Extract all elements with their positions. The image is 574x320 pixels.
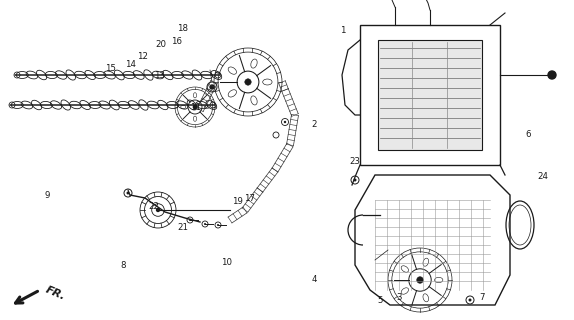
Text: 18: 18	[177, 24, 188, 33]
Text: 4: 4	[312, 276, 317, 284]
Text: 16: 16	[171, 37, 183, 46]
Text: 9: 9	[44, 191, 50, 200]
Text: 1: 1	[340, 26, 346, 35]
Circle shape	[189, 219, 191, 221]
Text: 21: 21	[177, 223, 188, 232]
Circle shape	[217, 224, 219, 226]
Text: 14: 14	[125, 60, 137, 68]
Text: 15: 15	[105, 64, 117, 73]
Circle shape	[204, 223, 206, 225]
Text: 3: 3	[396, 293, 402, 302]
Circle shape	[126, 191, 130, 195]
FancyBboxPatch shape	[378, 40, 482, 150]
Text: 11: 11	[189, 103, 201, 112]
Circle shape	[193, 105, 197, 109]
Circle shape	[548, 71, 556, 79]
Circle shape	[210, 85, 214, 89]
Text: 12: 12	[137, 52, 148, 60]
Text: 10: 10	[221, 258, 232, 267]
Text: FR.: FR.	[44, 284, 67, 302]
Circle shape	[284, 121, 286, 123]
Circle shape	[245, 79, 251, 85]
Text: 6: 6	[525, 130, 531, 139]
Text: 24: 24	[537, 172, 548, 180]
Text: 7: 7	[479, 293, 485, 302]
Text: 2: 2	[312, 120, 317, 129]
Text: 22: 22	[148, 202, 160, 211]
Text: 13: 13	[154, 71, 165, 80]
Circle shape	[417, 276, 424, 284]
Circle shape	[468, 299, 471, 301]
Text: 19: 19	[232, 197, 243, 206]
Circle shape	[156, 208, 160, 212]
Text: 17: 17	[244, 194, 255, 203]
Text: 20: 20	[155, 40, 166, 49]
Text: 23: 23	[349, 157, 360, 166]
Circle shape	[354, 179, 356, 181]
Text: 8: 8	[121, 261, 126, 270]
Text: 5: 5	[378, 296, 383, 305]
